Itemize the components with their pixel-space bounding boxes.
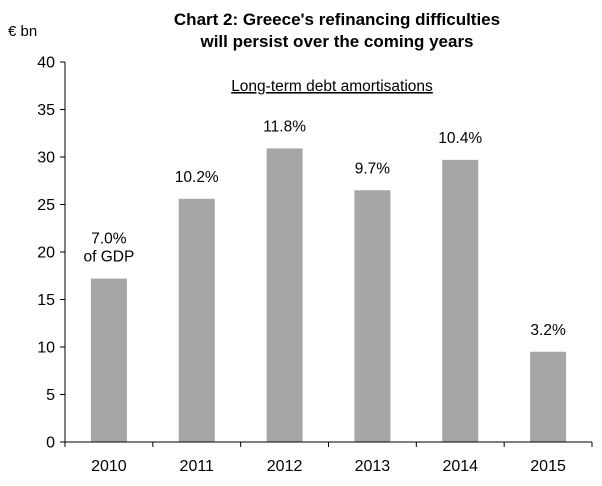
bar-data-label: 3.2% [530,322,566,339]
x-tick-label: 2011 [180,458,215,475]
bar-data-label: 9.7% [355,160,391,177]
y-axis-unit-label: € bn [8,23,37,40]
y-tick-label: 10 [37,340,55,357]
chart-title-line-2: will persist over the coming years [199,32,473,51]
y-tick-label: 25 [37,197,55,214]
y-tick-label: 0 [46,435,55,452]
bar [266,148,303,442]
bar-data-label: of GDP [84,249,135,266]
bar [178,198,215,442]
y-tick-label: 35 [37,102,55,119]
bars-group [90,148,567,442]
x-tick-label: 2010 [91,458,127,475]
bar-data-label: 7.0% [91,231,127,248]
x-tick-label: 2014 [442,458,478,475]
bar-data-label: 11.8% [263,118,306,135]
bar-labels-group: 7.0%of GDP 10.2% 11.8% 9.7% 10.4% 3.2% [84,118,566,338]
chart-title-line-1: Chart 2: Greece's refinancing difficulti… [174,10,500,29]
x-tick-label: 2015 [530,458,566,475]
x-tick-label: 2012 [267,458,303,475]
series-annotation: Long-term debt amortisations [231,78,433,95]
y-tick-label: 15 [37,292,55,309]
bar-data-label: 10.2% [175,169,219,186]
y-ticks-group: 0 5 10 15 20 25 30 35 40 [37,55,65,452]
x-tick-label: 2013 [355,458,391,475]
bar [90,278,127,442]
bar [530,351,567,442]
y-tick-label: 30 [37,150,55,167]
y-tick-label: 20 [37,245,55,262]
bar [354,190,391,442]
bar-data-label: 10.4% [438,130,482,147]
y-tick-label: 40 [37,55,55,72]
bar [442,159,479,442]
y-tick-label: 5 [46,387,55,404]
x-ticks-group: 2010 2011 2012 2013 2014 2015 [64,442,593,475]
